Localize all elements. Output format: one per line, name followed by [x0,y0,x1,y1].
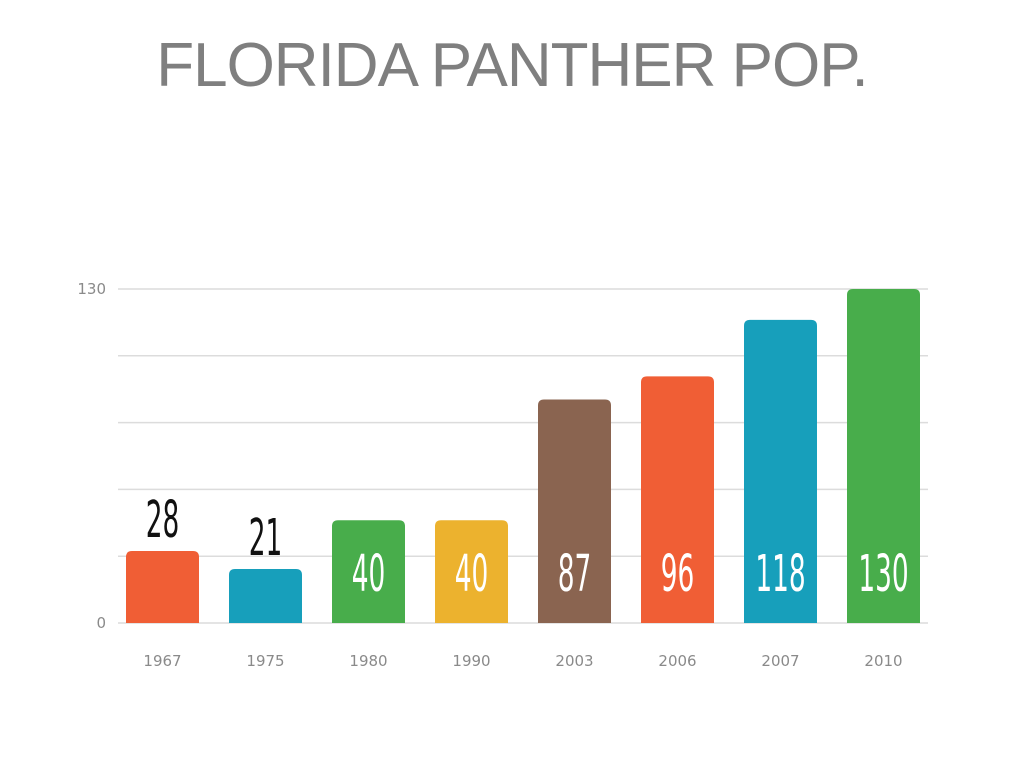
x-tick-label: 1980 [349,652,387,670]
x-tick-label: 2003 [555,652,593,670]
data-label: 87 [558,546,592,604]
bar-2010 [847,289,920,623]
bar-1990 [435,520,508,623]
x-tick-label: 1975 [246,652,284,670]
bar-1967 [126,551,199,623]
bar-1975 [229,569,302,623]
bar-2007 [744,319,817,623]
x-tick-label: 2007 [761,652,799,670]
data-label: 96 [661,546,695,604]
bar-2003 [538,399,611,623]
data-label: 28 [146,492,180,550]
data-label: 118 [755,546,805,604]
y-tick-label: 130 [77,280,106,298]
data-label: 40 [455,546,489,604]
data-label: 21 [249,510,283,568]
data-label: 130 [858,546,908,604]
x-tick-label: 2010 [864,652,902,670]
bar-1980 [332,520,405,623]
data-label: 40 [352,546,386,604]
y-tick-label: 0 [96,614,106,632]
bar-2006 [641,376,714,623]
x-tick-label: 1990 [452,652,490,670]
x-tick-label: 1967 [143,652,181,670]
x-tick-label: 2006 [658,652,696,670]
chart-title: FLORIDA PANTHER POP. [156,31,869,100]
